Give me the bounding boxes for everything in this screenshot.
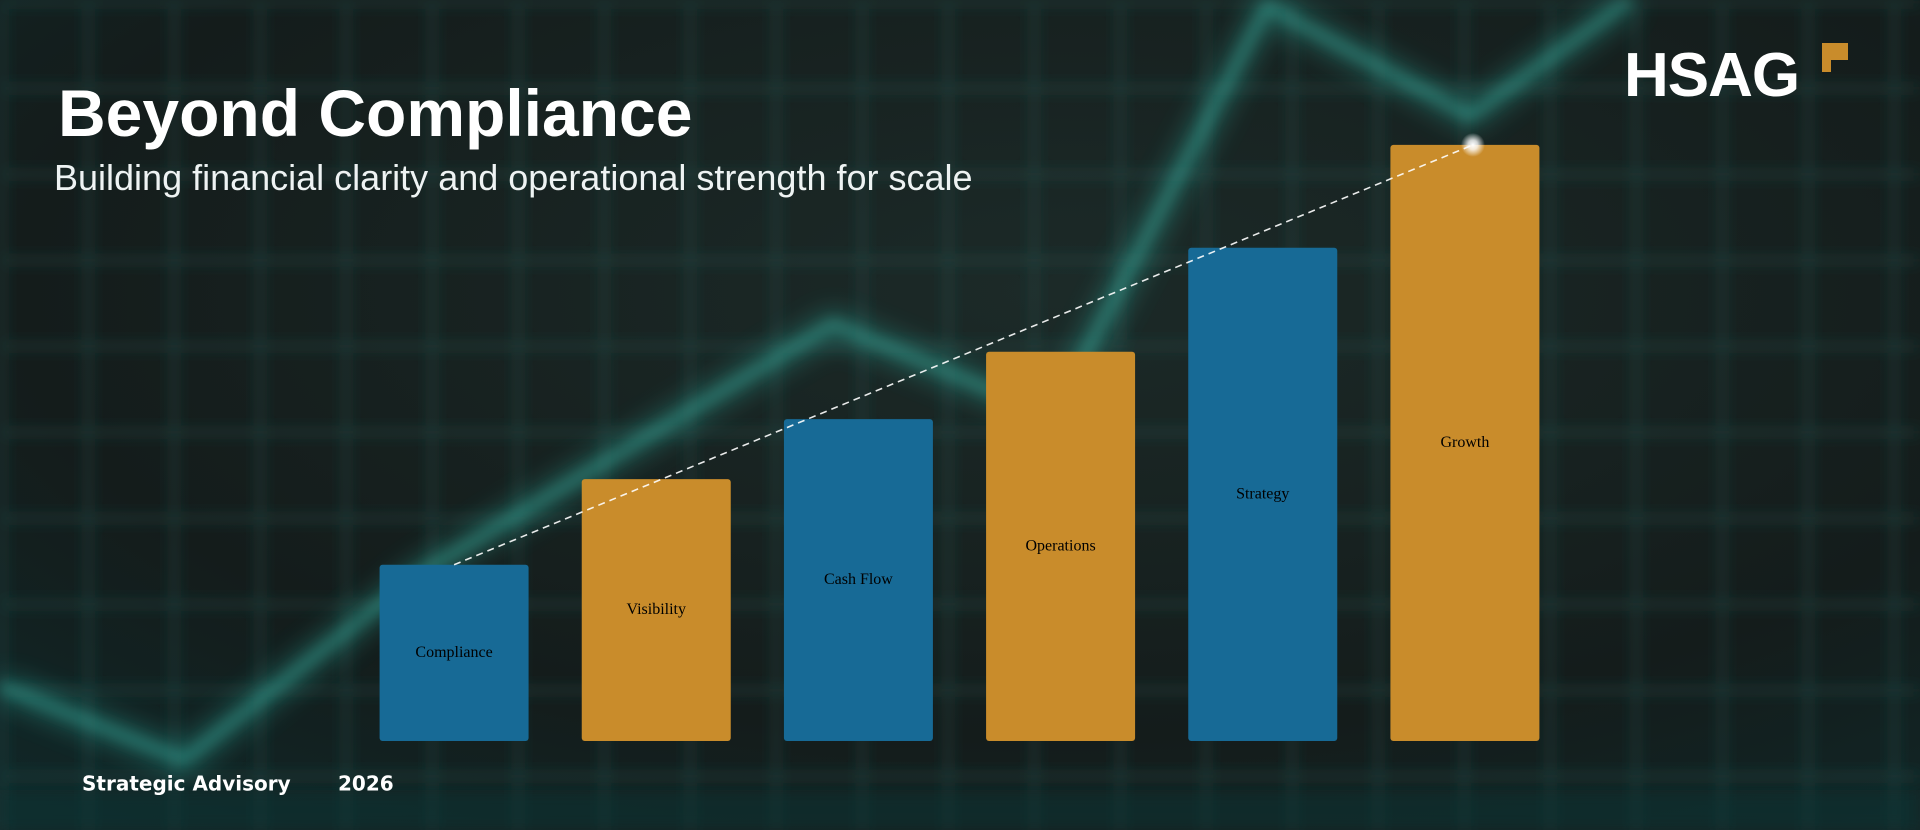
logo-mark	[1822, 43, 1848, 60]
bar-label: Visibility	[627, 601, 687, 618]
bar	[986, 351, 1136, 741]
plot: Compliance Visibility Cash Flow Operations S…	[379, 132, 1540, 742]
brand-logo: HSAG	[1624, 41, 1799, 110]
background-trend-core	[0, 0, 1632, 764]
bar-label: Cash Flow	[824, 571, 893, 588]
trend-line	[453, 144, 1474, 566]
bar	[379, 564, 529, 741]
subtitle: Building financial clarity and operation…	[54, 157, 973, 198]
bar	[783, 419, 933, 741]
bar	[1188, 247, 1338, 741]
trend-glow	[1460, 132, 1485, 157]
bar-label: Growth	[1440, 434, 1489, 451]
bar-label: Compliance	[415, 644, 492, 661]
bar	[1390, 144, 1540, 742]
bar	[581, 479, 731, 741]
logo-mark	[1822, 60, 1831, 72]
bar-label: Operations	[1025, 537, 1095, 554]
bar-label: Strategy	[1236, 485, 1289, 502]
footer-year: 2026	[338, 772, 394, 796]
footer-label: Strategic Advisory	[82, 772, 291, 796]
background-floor	[0, 790, 1920, 830]
title: Beyond Compliance	[58, 76, 692, 150]
